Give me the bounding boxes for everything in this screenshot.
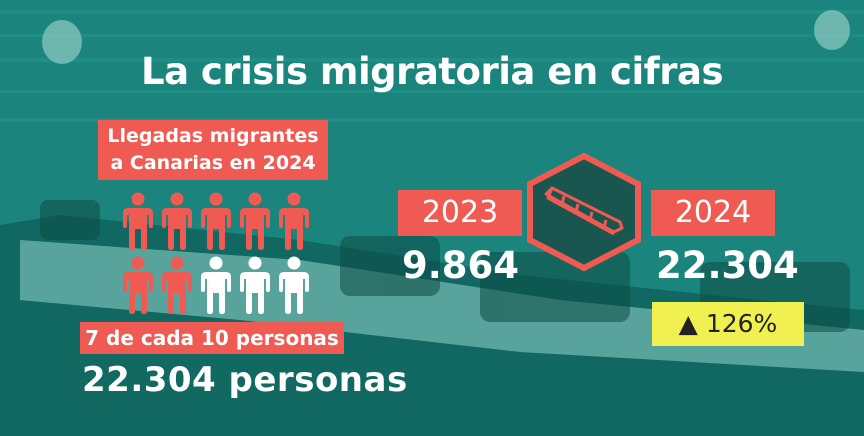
people-icon-grid	[120, 192, 320, 320]
person-icon	[279, 256, 309, 314]
person-icon	[162, 192, 192, 250]
year-2024-label: 2024	[651, 190, 775, 236]
person-icon	[162, 256, 192, 314]
person-icon	[123, 192, 153, 250]
year-2023-label: 2023	[398, 190, 522, 236]
boat-icon	[527, 152, 641, 272]
arrivals-label-line-1: Llegadas migrantes	[107, 125, 319, 147]
page-title: La crisis migratoria en cifras	[141, 50, 724, 93]
value-2023: 9.864	[402, 244, 520, 287]
total-persons: 22.304 personas	[82, 360, 408, 400]
value-2024: 22.304	[656, 244, 799, 287]
arrivals-label: Llegadas migrantes a Canarias en 2024	[98, 120, 328, 180]
person-icon	[240, 192, 270, 250]
person-icon	[201, 192, 231, 250]
proportion-label: 7 de cada 10 personas	[80, 322, 344, 354]
percent-change-badge: ▲ 126%	[652, 302, 804, 346]
person-icon	[240, 256, 270, 314]
person-icon	[279, 192, 309, 250]
person-icon	[123, 256, 153, 314]
arrivals-label-line-2: a Canarias en 2024	[110, 152, 316, 174]
person-icon	[201, 256, 231, 314]
